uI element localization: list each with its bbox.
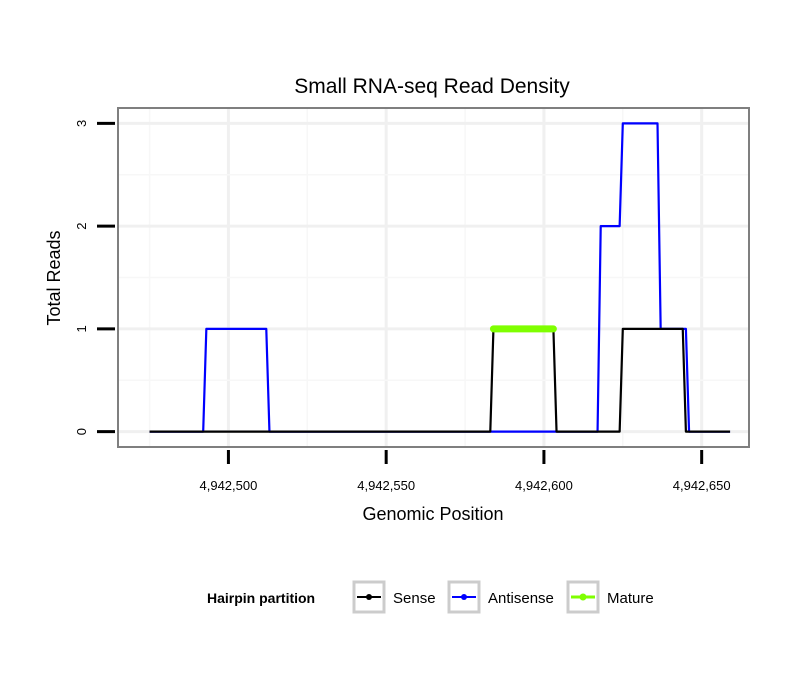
series-layer — [149, 122, 731, 433]
legend-item-sense: Sense — [352, 580, 436, 614]
y-axis: 0 1 2 3 — [74, 120, 115, 435]
legend-item-antisense: Antisense — [447, 580, 554, 614]
x-axis-title: Genomic Position — [362, 504, 503, 524]
x-tick-label: 4,942,550 — [357, 478, 415, 493]
x-tick-label: 4,942,650 — [673, 478, 731, 493]
legend-label-antisense: Antisense — [488, 590, 554, 607]
legend-item-mature: Mature — [566, 580, 654, 614]
legend-label-mature: Mature — [607, 590, 654, 607]
chart-title: Small RNA-seq Read Density — [294, 75, 570, 98]
x-tick-label: 4,942,600 — [515, 478, 573, 493]
legend-label-sense: Sense — [393, 590, 436, 607]
series-line-sense — [149, 327, 731, 433]
legend-title: Hairpin partition — [207, 590, 315, 606]
legend-key-point-sense — [366, 594, 372, 600]
y-axis-title: Total Reads — [44, 230, 64, 325]
x-axis: 4,942,500 4,942,550 4,942,600 4,942,650 — [200, 450, 731, 493]
y-tick-label: 3 — [74, 120, 89, 127]
y-tick-label: 1 — [74, 325, 89, 332]
legend-key-point-mature — [579, 593, 587, 601]
y-tick-label: 0 — [74, 428, 89, 435]
legend: Hairpin partition Sense Antisense Mature — [207, 580, 654, 614]
x-tick-label: 4,942,500 — [200, 478, 258, 493]
legend-key-point-antisense — [461, 594, 467, 600]
plot-border — [117, 107, 750, 448]
y-tick-label: 2 — [74, 223, 89, 230]
